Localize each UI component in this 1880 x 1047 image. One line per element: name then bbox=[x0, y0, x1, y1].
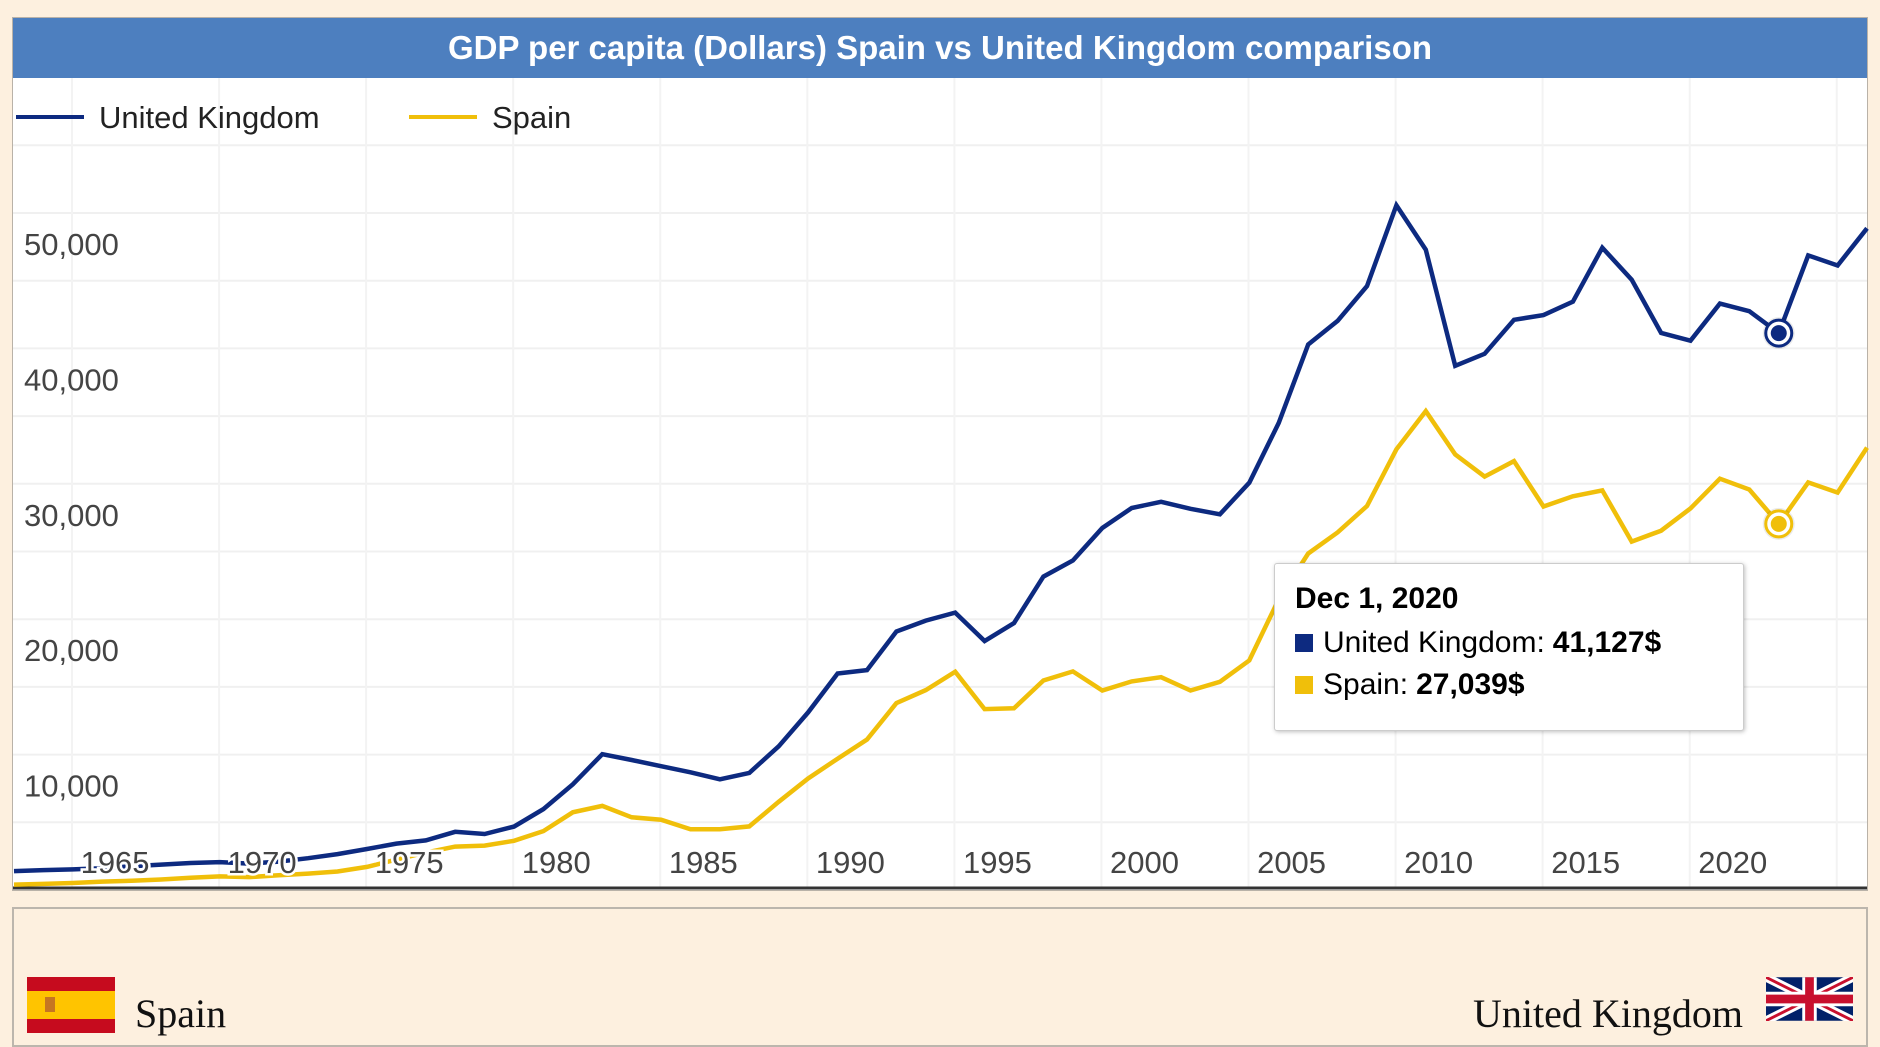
tooltip-label: Spain: bbox=[1323, 668, 1409, 701]
x-tick-label: 2020 bbox=[1698, 845, 1767, 880]
x-tick-label: 1970 bbox=[228, 845, 297, 880]
series-line-united-kingdom bbox=[13, 200, 1869, 874]
legend-label[interactable]: Spain bbox=[492, 100, 571, 135]
y-tick-label: 40,000 bbox=[24, 362, 119, 397]
tooltip-value: 27,039$ bbox=[1416, 668, 1525, 701]
x-tick-label: 1975 bbox=[375, 845, 444, 880]
y-tick-label: 50,000 bbox=[24, 227, 119, 262]
tooltip: Dec 1, 2020 United Kingdom: 41,127$ Spai… bbox=[1274, 563, 1744, 731]
uk-link[interactable]: United Kingdom bbox=[1473, 991, 1743, 1036]
data-point-marker-dot bbox=[1770, 325, 1787, 342]
spain-swatch-icon bbox=[1295, 676, 1313, 694]
uk-swatch-icon bbox=[1295, 634, 1313, 652]
y-tick-label: 20,000 bbox=[24, 633, 119, 668]
country-panel bbox=[12, 907, 1868, 1047]
chart-title: GDP per capita (Dollars) Spain vs United… bbox=[13, 18, 1867, 78]
x-tick-label: 2005 bbox=[1257, 845, 1326, 880]
x-tick-label: 1980 bbox=[522, 845, 591, 880]
x-tick-label: 2010 bbox=[1404, 845, 1473, 880]
y-tick-label: 10,000 bbox=[24, 769, 119, 804]
tooltip-row-uk: United Kingdom: 41,127$ bbox=[1295, 626, 1723, 660]
x-tick-label: 2000 bbox=[1110, 845, 1179, 880]
y-tick-label: 30,000 bbox=[24, 498, 119, 533]
series-line-spain bbox=[13, 407, 1869, 887]
x-tick-label: 1995 bbox=[963, 845, 1032, 880]
x-tick-label: 1965 bbox=[81, 845, 150, 880]
tooltip-row-spain: Spain: 27,039$ bbox=[1295, 668, 1723, 702]
x-tick-label: 2015 bbox=[1551, 845, 1620, 880]
tooltip-date: Dec 1, 2020 bbox=[1295, 582, 1459, 615]
tooltip-label: United Kingdom: bbox=[1323, 626, 1545, 659]
data-point-marker-dot bbox=[1770, 515, 1787, 532]
uk-flag-icon[interactable] bbox=[1766, 977, 1853, 1021]
tooltip-value: 41,127$ bbox=[1552, 626, 1662, 659]
x-tick-label: 1990 bbox=[816, 845, 885, 880]
chart-panel: GDP per capita (Dollars) Spain vs United… bbox=[12, 17, 1868, 891]
line-chart: 10,000 20,000 30,000 40,000 50,000 1965 1970 19… bbox=[13, 78, 1869, 890]
legend-label[interactable]: United Kingdom bbox=[99, 100, 320, 135]
x-tick-label: 1985 bbox=[669, 845, 738, 880]
spain-flag-icon[interactable] bbox=[27, 977, 115, 1033]
spain-link[interactable]: Spain bbox=[135, 991, 227, 1036]
